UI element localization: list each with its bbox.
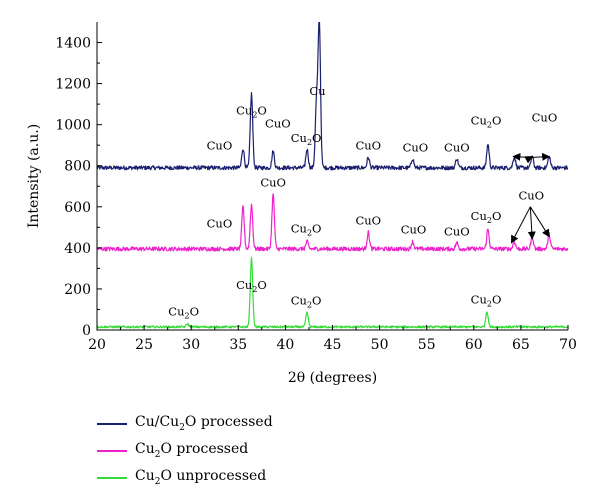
legend-label: Cu2O processed [135,441,249,460]
peak-label: CuO [444,140,470,154]
peak-label: Cu2O [291,293,322,309]
peak-label: Cu2O [168,305,199,321]
x-tick-label: 25 [135,337,153,353]
plot-series-group [97,22,568,329]
legend-item-cu2o-unprocessed: Cu2O unprocessed [97,464,273,491]
annotation-arrow [530,152,551,161]
legend-line [97,449,127,452]
legend-label: Cu/Cu2O processed [135,414,273,433]
peak-label: Cu [309,84,325,98]
x-tick-label: 60 [465,337,483,353]
peak-label: CuO [401,222,427,236]
x-tick-label: 70 [559,337,577,353]
x-tick-label: 55 [418,337,436,353]
peak-label: Cu2O [471,209,502,225]
y-tick-label: 400 [64,241,91,257]
y-tick-label: 800 [64,159,91,175]
x-tick-label: 45 [324,337,342,353]
peak-label: CuO [403,140,429,154]
legend-item-cu2o-processed: Cu2O processed [97,437,273,464]
peak-label: CuO [355,213,381,227]
annotation-arrow [512,152,531,161]
peak-label: Cu2O [236,103,267,119]
x-tick-label: 20 [88,337,106,353]
peak-label: Cu2O [291,221,322,237]
x-tick-label: 40 [276,337,294,353]
legend-item-cu-cu2o-processed: Cu/Cu2O processed [97,410,273,437]
peak-label: CuO [355,138,381,152]
peak-label: CuO [265,117,291,131]
peak-label: Cu2O [471,292,502,308]
peak-label: Cu2O [471,114,502,130]
annotation-arrow [511,206,531,244]
annotation-arrow [529,206,550,238]
series-line-1 [97,193,568,252]
y-tick-label: 1000 [55,118,91,134]
y-tick-label: 200 [64,282,91,298]
peak-label: CuO [518,189,544,203]
peak-label: CuO [207,216,233,230]
legend-line [97,476,127,479]
axes-group: 20 25 30 35 40 45 50 55 60 65 70 0 200 400 600 800 1000 1… [26,22,577,386]
peak-label: CuO [260,175,286,189]
peak-label: Cu2O [236,278,267,294]
peak-label: CuO [207,138,233,152]
y-tick-label: 600 [64,200,91,216]
annotation-arrow [527,206,536,240]
y-tick-label: 1200 [55,77,91,93]
peak-label: CuO [532,111,558,125]
x-tick-label: 65 [512,337,530,353]
legend-line [97,422,127,425]
axis-frame [96,22,568,331]
x-tick-label: 30 [182,337,200,353]
peak-label: Cu2O [291,131,322,147]
x-tick-label: 35 [229,337,247,353]
y-tick-label: 1400 [55,36,91,52]
peak-label: CuO [444,225,470,239]
series-line-0 [97,22,568,171]
legend-label: Cu2O unprocessed [135,468,267,487]
x-tick-label: 50 [371,337,389,353]
legend: Cu/Cu2O processed Cu2O processed Cu2O un… [97,410,273,491]
x-axis-title: 2θ (degrees) [288,370,377,386]
y-tick-label: 0 [82,323,91,339]
y-axis-title: Intensity (a.u.) [26,124,42,228]
